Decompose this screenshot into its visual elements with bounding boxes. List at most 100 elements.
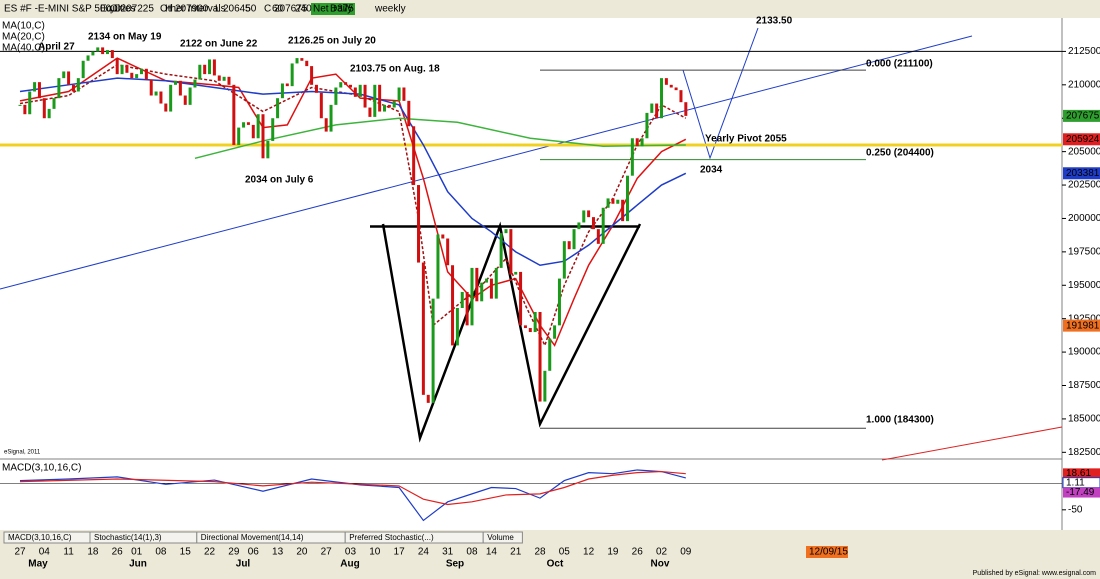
candle — [528, 328, 532, 333]
y-tick-label: 182500 — [1068, 447, 1100, 458]
x-tick-label: 03 — [345, 547, 357, 558]
month-label: Nov — [651, 559, 670, 570]
tab-label[interactable]: MACD(3,10,16,C) — [8, 533, 72, 542]
toolbar-open: O 207225 — [110, 4, 154, 15]
price-label: 207675 — [1066, 111, 1100, 122]
candle — [57, 78, 61, 99]
candle — [470, 267, 474, 326]
candle — [587, 210, 591, 218]
x-tick-label: 12 — [583, 547, 595, 558]
candle — [489, 278, 493, 299]
candle — [485, 278, 489, 283]
candle — [572, 229, 576, 250]
candle — [295, 58, 299, 64]
toolbar-button[interactable]: 5 — [245, 4, 251, 15]
x-tick-label: 22 — [204, 547, 216, 558]
x-tick-label: 28 — [534, 547, 546, 558]
tab[interactable] — [482, 531, 523, 544]
toolbar-button[interactable]: weekly — [374, 4, 406, 15]
candle — [37, 82, 41, 99]
y-tick-label: 197500 — [1068, 247, 1100, 258]
candle — [616, 199, 620, 204]
ma-legend: MA(20,C) — [2, 32, 45, 43]
annotation: 0.250 (204400) — [866, 148, 934, 159]
candle — [523, 325, 527, 329]
net-badge — [311, 3, 355, 15]
candle — [154, 91, 158, 96]
toolbar — [0, 0, 1100, 18]
y-tick-label: 190000 — [1068, 347, 1100, 358]
candle — [81, 60, 85, 79]
candle — [431, 298, 435, 403]
candle — [591, 217, 595, 230]
candle — [261, 114, 265, 159]
annotation: Yearly Pivot 2055 — [705, 134, 787, 145]
candle — [387, 104, 391, 108]
month-label: Aug — [340, 559, 359, 570]
x-tick-label: 10 — [369, 547, 381, 558]
month-label: Jun — [129, 559, 147, 570]
tab-label[interactable]: Directional Movement(14,14) — [201, 533, 304, 542]
candle — [348, 84, 352, 88]
month-label: Sep — [446, 559, 464, 570]
macd-line — [19, 470, 686, 506]
candle — [314, 84, 318, 93]
x-tick-label: 24 — [418, 547, 430, 558]
tab-label[interactable]: Stochastic(14(1),3) — [94, 533, 162, 542]
price-label: 203381 — [1066, 168, 1100, 179]
candle — [553, 325, 557, 339]
candle — [91, 51, 95, 56]
candle — [577, 222, 581, 230]
candle — [105, 50, 109, 55]
x-tick-label: 08 — [155, 547, 167, 558]
y-tick-label: -50 — [1068, 504, 1083, 515]
candle — [383, 104, 386, 112]
candle — [86, 55, 90, 61]
toolbar-button[interactable]: 240 — [295, 4, 312, 15]
annotation: 2126.25 on July 20 — [288, 36, 376, 47]
candle — [208, 59, 212, 75]
x-tick-label: 17 — [394, 547, 406, 558]
tab-label[interactable]: Preferred Stochastic(...) — [349, 533, 434, 542]
candle — [271, 118, 275, 141]
toolbar-close: C 207675 — [264, 4, 308, 15]
candle — [596, 229, 600, 244]
candle — [567, 241, 571, 250]
macd-label: 18.61 — [1066, 468, 1091, 479]
toolbar-button[interactable]: Equities — [100, 4, 136, 15]
candle — [198, 64, 202, 80]
candle — [227, 76, 231, 85]
candle — [601, 207, 605, 244]
candle — [412, 126, 416, 186]
candle — [499, 233, 503, 268]
candle — [237, 127, 241, 145]
candle — [169, 84, 173, 112]
tab-label[interactable]: Volume — [487, 533, 514, 542]
candle — [664, 78, 668, 85]
candle — [246, 122, 250, 125]
month-label: Oct — [547, 559, 564, 570]
candle — [193, 79, 197, 88]
candle — [339, 82, 343, 88]
annotation: 2034 on July 6 — [245, 175, 314, 186]
x-tick-label: 05 — [559, 547, 571, 558]
x-tick-label: 15 — [180, 547, 192, 558]
candle — [276, 98, 280, 119]
candle — [533, 312, 537, 333]
candle — [674, 87, 678, 91]
candle — [144, 68, 148, 80]
candle — [178, 80, 182, 96]
toolbar-button[interactable]: 60 — [272, 4, 284, 15]
candle — [417, 185, 421, 263]
candle — [217, 75, 221, 81]
candle — [397, 87, 401, 101]
x-tick-label: 14 — [486, 547, 498, 558]
toolbar-net: Net +375 — [313, 4, 354, 15]
toolbar-button[interactable]: Daily — [330, 4, 352, 15]
x-tick-label: 20 — [296, 547, 308, 558]
x-tick-label: 19 — [607, 547, 619, 558]
toolbar-button[interactable]: Other Intervals — [160, 4, 226, 15]
annotation: 2122 on June 22 — [180, 39, 258, 50]
candle — [33, 82, 37, 92]
annotation: 2133.50 — [756, 16, 793, 27]
